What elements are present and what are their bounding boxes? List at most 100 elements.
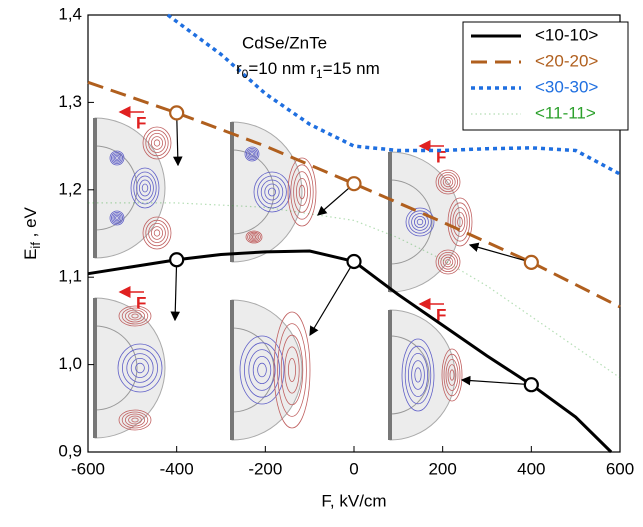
contour (287, 357, 296, 382)
contour (142, 216, 172, 250)
contour (445, 259, 451, 265)
contour (126, 353, 154, 383)
contour (248, 349, 276, 391)
contour (117, 343, 163, 393)
x-tick-label: -200 (248, 459, 282, 478)
contour (153, 229, 161, 237)
contour (118, 409, 152, 431)
contour (447, 197, 473, 247)
y-tick-label: 1,3 (58, 92, 82, 111)
contour (111, 211, 124, 224)
contour (253, 171, 291, 213)
contour (443, 353, 461, 397)
plot: -600 -400 -200 0 200 400 600 0,9 1,0 1,1 1,2 1,3 1,4… (21, 4, 634, 510)
force-label: F (136, 293, 146, 312)
contour (280, 334, 304, 406)
x-tick-label: 400 (517, 459, 545, 478)
contour (112, 153, 122, 163)
marker (346, 176, 362, 192)
contour (128, 311, 142, 321)
contour (408, 210, 432, 234)
contour (128, 415, 142, 425)
contour (245, 147, 258, 160)
contour (245, 230, 263, 244)
contour (109, 150, 125, 166)
contour (442, 176, 454, 188)
contour (290, 164, 314, 220)
contour (404, 345, 432, 405)
series-line (166, 13, 621, 176)
contour (248, 232, 260, 241)
series-line (87, 249, 613, 454)
contour (131, 417, 139, 423)
contour (247, 149, 257, 159)
legend-label: <30-30> (535, 77, 598, 96)
y-tick-label: 1,1 (58, 267, 82, 286)
y-axis-label-part: , eV (21, 206, 40, 242)
contour (440, 174, 456, 190)
contour (416, 218, 424, 226)
contour (138, 179, 151, 197)
contour (264, 183, 280, 201)
pointer-arrow (309, 261, 355, 337)
contour (445, 358, 459, 391)
x-axis-label: F, kV/cm (321, 491, 386, 510)
legend-label: <20-20> (535, 51, 598, 70)
force-label: F (436, 305, 446, 324)
contour (401, 338, 435, 412)
contour (447, 364, 457, 386)
inset-core (231, 149, 275, 235)
contour (435, 169, 461, 195)
annotation: r0=10 nm r1=15 nm (236, 59, 380, 81)
x-tick-label: 200 (428, 459, 456, 478)
contour (142, 126, 172, 160)
contour (136, 175, 154, 201)
contour (247, 231, 261, 243)
contour (411, 213, 429, 231)
contour (441, 348, 463, 402)
contour (273, 311, 311, 429)
annotation-part: =10 nm r (248, 59, 316, 78)
pointer-arrow (172, 112, 183, 167)
contour (113, 154, 121, 162)
contour (118, 305, 152, 327)
contour (150, 136, 163, 150)
contour (435, 249, 461, 275)
inset-core (389, 179, 433, 265)
contour (115, 216, 119, 220)
contour (141, 183, 149, 193)
force-label: F (136, 113, 146, 132)
pointer-arrow (468, 242, 532, 263)
contour (130, 167, 160, 209)
x-tick-label: 600 (606, 459, 634, 478)
contour (130, 357, 150, 378)
contour (411, 360, 425, 390)
contour (257, 362, 267, 378)
annotation-part: 1 (316, 67, 323, 81)
contour (239, 335, 285, 405)
contour (260, 179, 284, 205)
contour (413, 215, 426, 228)
marker (169, 252, 185, 268)
contour (148, 132, 166, 153)
contour (244, 146, 260, 162)
inset-shell (231, 299, 303, 441)
contour (109, 210, 125, 226)
contour (135, 362, 145, 374)
pointer-arrow (170, 259, 181, 322)
contour (293, 171, 311, 213)
contour (442, 256, 454, 268)
pointer-arrow (317, 183, 355, 216)
contour (277, 323, 307, 417)
x-tick-label: -600 (71, 459, 105, 478)
contour (250, 152, 254, 156)
annotation-part: =15 nm (323, 59, 380, 78)
contour (115, 156, 119, 160)
marker (346, 253, 362, 270)
contour (113, 214, 121, 222)
marker (523, 254, 539, 270)
force-label: F (436, 147, 446, 166)
pointer-arrow (460, 375, 532, 386)
contour (250, 234, 258, 240)
x-tick-label: -400 (160, 459, 194, 478)
